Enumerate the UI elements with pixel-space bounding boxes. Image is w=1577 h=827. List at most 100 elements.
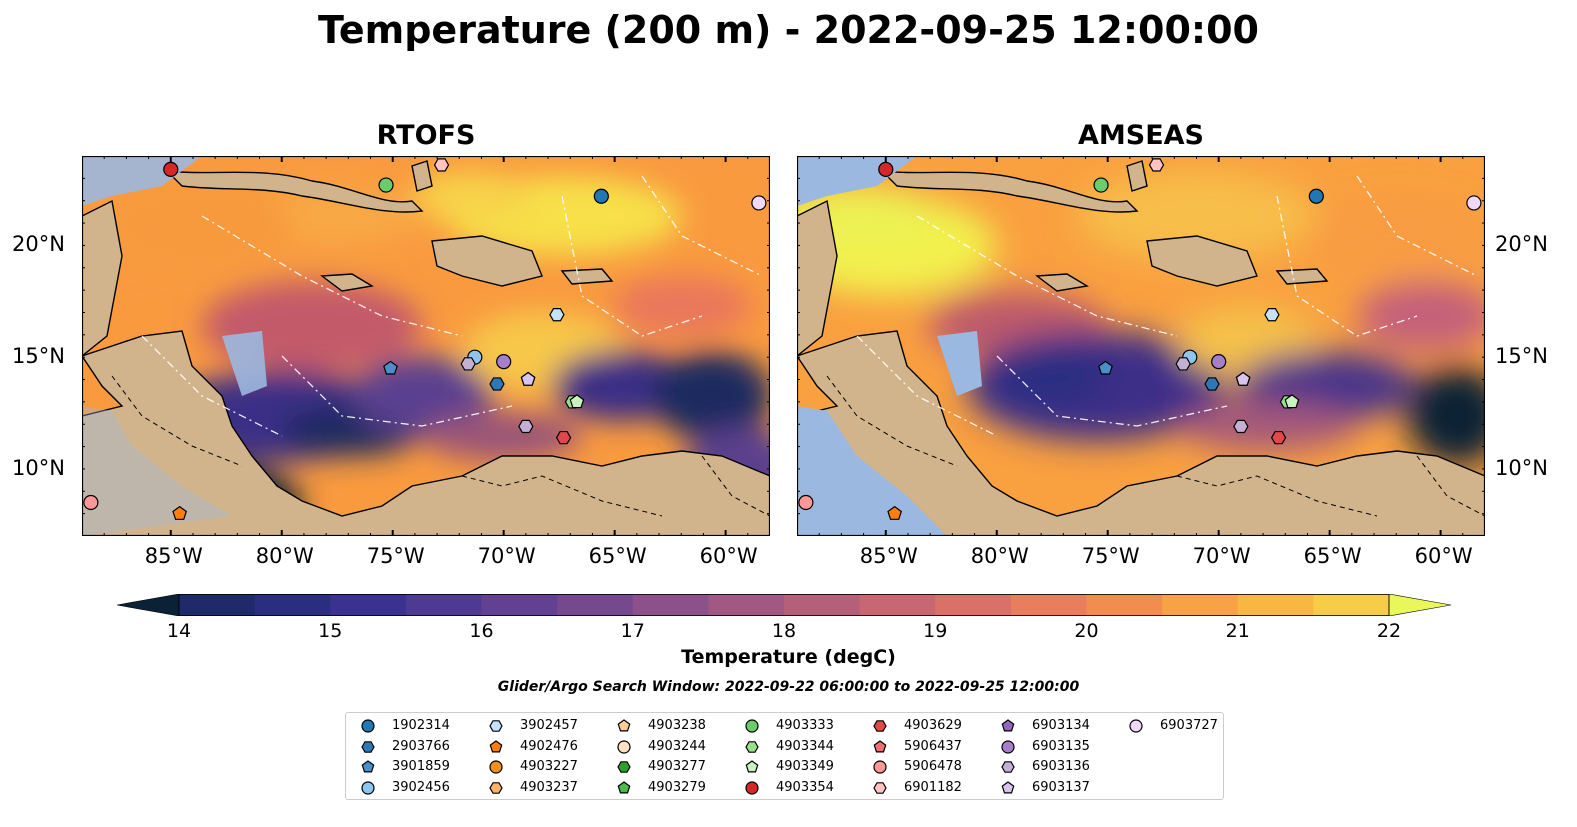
legend-label: 6901182	[904, 779, 962, 795]
colorbar-bin	[254, 594, 331, 616]
figure-title: Temperature (200 m) - 2022-09-25 12:00:0…	[317, 8, 1259, 52]
platform-marker-4903629	[555, 430, 572, 445]
legend-label: 1902314	[392, 718, 450, 733]
country-borders	[111, 375, 770, 517]
legend-label: 4902476	[520, 738, 578, 754]
legend-marker	[1129, 719, 1143, 733]
colorbar-bin	[935, 594, 1012, 616]
legend-marker	[873, 760, 887, 774]
colorbar-bin	[330, 594, 407, 616]
colorbar-bin	[708, 594, 785, 616]
lon-tick-label: 80°W	[970, 544, 1029, 568]
platform-marker-5906478	[83, 494, 99, 511]
lat-tick-label: 20°N	[1495, 232, 1548, 257]
platform-marker-4903349	[1284, 394, 1300, 409]
platform-marker-4903629	[1270, 430, 1287, 445]
lat-tick-label: 20°N	[12, 232, 65, 257]
eez-boundaries	[856, 175, 1478, 437]
platform-marker-4902476	[887, 505, 903, 520]
platform-marker-6903135	[1211, 354, 1227, 370]
map-panel-amseas[interactable]	[797, 156, 1485, 536]
platform-marker-3902457	[549, 308, 565, 322]
lon-tick-label: 85°W	[144, 544, 203, 568]
colorbar-bin	[1162, 594, 1239, 616]
legend-marker	[1001, 719, 1015, 732]
legend-label: 2903766	[392, 738, 450, 754]
platform-markers-rtofs	[83, 158, 767, 520]
legend-label: 6903727	[1160, 718, 1218, 733]
platform-marker-6901182	[1148, 158, 1165, 172]
lat-tick-label: 15°N	[12, 344, 65, 369]
legend-marker	[361, 719, 375, 733]
lon-tick-label: 75°W	[366, 544, 425, 568]
lon-tick-label: 60°W	[699, 544, 758, 568]
legend-marker	[489, 739, 503, 752]
colorbar-bin	[557, 594, 634, 616]
colorbar-tick-label: 17	[620, 620, 645, 642]
colorbar-tick-label: 21	[1225, 620, 1250, 642]
legend-label: 6903135	[1032, 738, 1090, 754]
colorbar-bin	[1010, 594, 1087, 616]
lon-tick-label: 75°W	[1081, 544, 1140, 568]
colorbar-tick-label: 20	[1074, 620, 1099, 642]
map-panel-rtofs[interactable]	[82, 156, 770, 536]
platform-marker-6903727	[1466, 195, 1482, 211]
platform-legend: 1902314 2903766 3901859 3902456 3902457 49024…	[345, 712, 1224, 800]
legend-label: 6903137	[1032, 779, 1090, 795]
platform-marker-3901859	[1098, 360, 1113, 375]
legend-marker	[489, 760, 503, 774]
legend-marker	[617, 739, 631, 754]
colorbar-tick-label: 19	[923, 620, 948, 642]
platform-marker-6903136	[1233, 419, 1249, 434]
platform-marker-1902314	[1308, 188, 1324, 204]
legend-marker	[617, 719, 631, 732]
platform-marker-6903137	[520, 371, 536, 386]
legend-marker	[489, 781, 503, 794]
platform-marker-6903136	[460, 357, 476, 371]
legend-label: 5906478	[904, 759, 962, 774]
legend-label: 5906437	[904, 738, 962, 754]
platform-markers-amseas	[798, 158, 1482, 520]
legend-marker	[1001, 780, 1015, 793]
lon-tick-label: 65°W	[588, 544, 647, 568]
colorbar-bin	[632, 594, 709, 616]
legend-label: 4903344	[776, 738, 834, 754]
platform-marker-4903354	[878, 161, 894, 178]
legend-marker	[873, 720, 887, 732]
lon-tick-label: 70°W	[477, 544, 536, 568]
legend-label: 4903238	[648, 718, 706, 733]
colorbar-bin	[405, 594, 482, 616]
legend-marker	[617, 761, 631, 773]
legend-label: 4903244	[648, 738, 706, 754]
legend-marker	[1001, 761, 1015, 773]
legend-label: 4903279	[648, 779, 706, 795]
colorbar	[117, 594, 1451, 616]
platform-marker-4903333	[1093, 177, 1109, 193]
platform-marker-6903135	[496, 354, 512, 370]
colorbar-bin	[481, 594, 558, 616]
platform-marker-4903349	[569, 394, 585, 409]
legend-marker	[745, 719, 759, 733]
legend-marker	[745, 760, 759, 773]
legend-label: 4903237	[520, 779, 578, 795]
legend-marker	[873, 781, 887, 794]
legend-label: 4903629	[904, 718, 962, 733]
legend-marker	[361, 780, 375, 795]
legend-label: 6903136	[1032, 759, 1090, 774]
country-borders	[826, 375, 1485, 517]
platform-marker-4903333	[378, 177, 394, 193]
platform-marker-1902314	[593, 188, 609, 204]
eez-boundaries	[141, 175, 763, 437]
colorbar-tick-label: 22	[1376, 620, 1402, 642]
legend-marker	[745, 780, 759, 795]
platform-marker-6901182	[433, 158, 450, 172]
lat-tick-label: 10°N	[12, 455, 65, 480]
lon-tick-label: 70°W	[1192, 544, 1251, 568]
colorbar-tick-label: 18	[771, 620, 797, 642]
panel-title-rtofs: RTOFS	[376, 120, 476, 151]
colorbar-bin	[784, 594, 861, 616]
colorbar-bin	[1313, 594, 1390, 616]
legend-label: 4903354	[776, 779, 834, 795]
legend-label: 6903134	[1032, 718, 1090, 733]
platform-marker-6903136	[518, 419, 534, 434]
